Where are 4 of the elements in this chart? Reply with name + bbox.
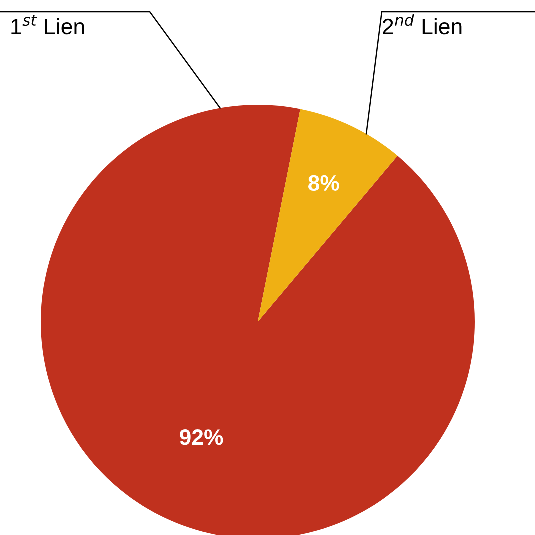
data-label: 92% [180, 430, 224, 446]
slice-label: 1$^{st}$ Lien [12, 14, 84, 35]
data-label: 8% [308, 175, 340, 192]
slice-label: 2$^{nd}$ Lien [383, 14, 462, 35]
